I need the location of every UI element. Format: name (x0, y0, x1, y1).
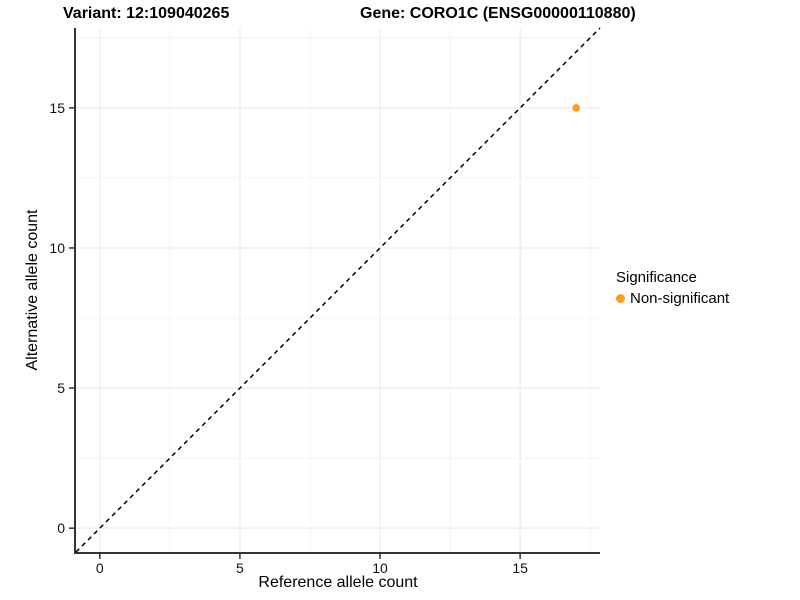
x-axis-title: Reference allele count (258, 574, 418, 591)
gene-title: Gene: CORO1C (ENSG00000110880) (360, 5, 636, 22)
legend: Significance Non-significant (616, 269, 729, 307)
x-tick-label: 15 (512, 560, 528, 576)
x-tick-label: 5 (236, 560, 244, 576)
y-tick-label: 0 (57, 520, 65, 536)
legend-key-dot-icon (616, 294, 625, 303)
legend-item: Non-significant (616, 290, 729, 307)
identity-line (75, 27, 601, 553)
data-point (572, 104, 580, 112)
variant-title: Variant: 12:109040265 (63, 5, 230, 22)
x-tick-label: 10 (372, 560, 388, 576)
y-axis-title: Alternative allele count (24, 209, 41, 371)
y-tick-label: 5 (57, 380, 65, 396)
y-tick-label: 15 (49, 100, 65, 116)
legend-item-label: Non-significant (630, 290, 730, 307)
x-tick-label: 0 (96, 560, 104, 576)
y-tick-label: 10 (49, 240, 65, 256)
legend-title: Significance (616, 269, 697, 286)
